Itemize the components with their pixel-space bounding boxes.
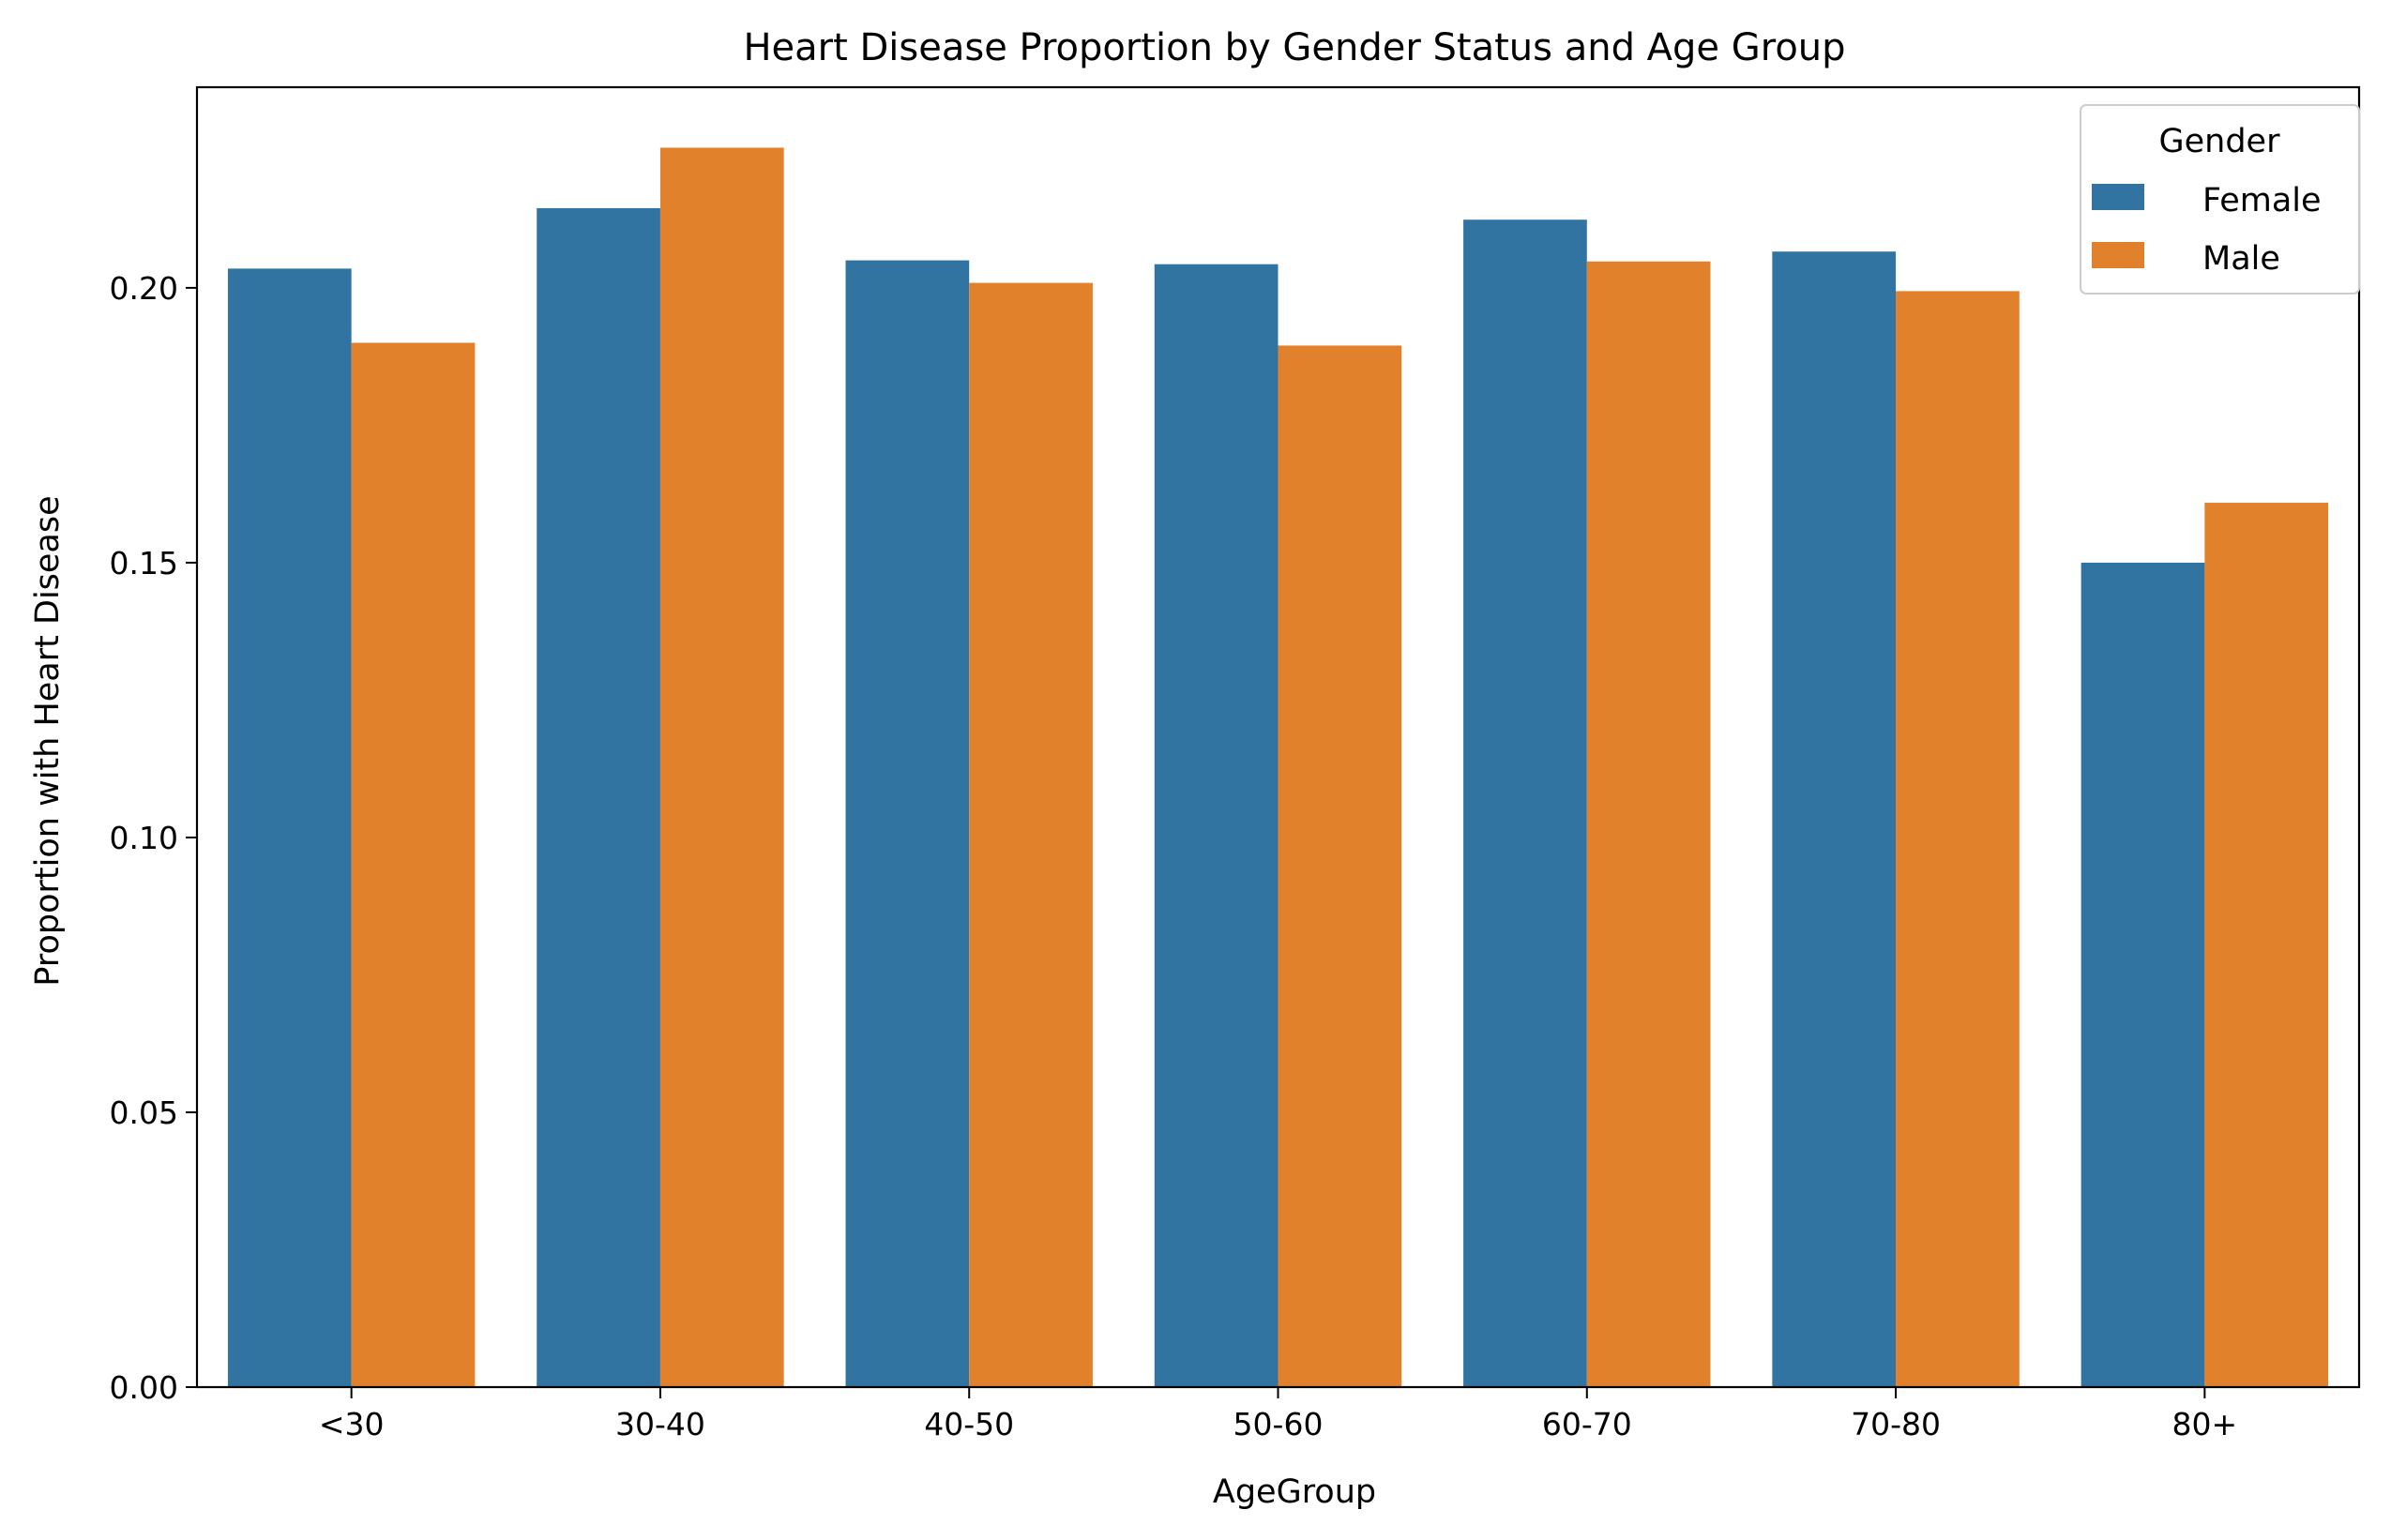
x-tick-label: 80+ xyxy=(2172,1406,2238,1442)
legend: Gender Female Male xyxy=(2080,104,2360,294)
y-tick-label: 0.05 xyxy=(110,1095,178,1131)
bar-female-<30 xyxy=(227,268,352,1387)
x-tick-label: 60-70 xyxy=(1542,1406,1632,1442)
bar-female-30-40 xyxy=(537,207,660,1388)
legend-label-male: Male xyxy=(2202,240,2280,278)
bar-male-40-50 xyxy=(969,282,1093,1387)
bar-female-40-50 xyxy=(845,260,970,1388)
bars-group xyxy=(227,147,2329,1388)
x-axis-label: AgeGroup xyxy=(1213,1473,1376,1511)
bar-female-50-60 xyxy=(1154,264,1279,1387)
y-axis-ticks: 0.00 0.05 0.10 0.15 0.20 xyxy=(110,270,197,1406)
chart-title: Heart Disease Proportion by Gender Statu… xyxy=(743,26,1845,69)
bar-male-60-70 xyxy=(1586,261,1711,1387)
x-tick-label: 50-60 xyxy=(1233,1406,1324,1442)
plot-frame xyxy=(195,85,2361,1389)
bar-male-70-80 xyxy=(1896,291,2020,1388)
y-tick-label: 0.15 xyxy=(110,545,178,581)
x-tick-label: <30 xyxy=(319,1406,385,1442)
bar-male-30-40 xyxy=(659,147,784,1388)
y-tick-label: 0.20 xyxy=(110,270,178,307)
bar-male-<30 xyxy=(351,342,476,1388)
x-tick-label: 30-40 xyxy=(615,1406,705,1442)
x-tick-label: 40-50 xyxy=(924,1406,1014,1442)
x-axis-ticks: <30 30-40 40-50 50-60 60-70 70-80 80+ xyxy=(319,1387,2237,1442)
legend-swatch-female xyxy=(2092,184,2144,210)
y-tick-label: 0.10 xyxy=(110,820,178,856)
legend-title: Gender xyxy=(2159,123,2281,160)
bar-female-80+ xyxy=(2081,562,2205,1387)
bar-female-60-70 xyxy=(1463,219,1587,1388)
bar-male-80+ xyxy=(2204,503,2329,1387)
legend-swatch-male xyxy=(2092,242,2144,268)
y-tick-label: 0.00 xyxy=(110,1369,178,1406)
x-tick-label: 70-80 xyxy=(1851,1406,1941,1442)
legend-box xyxy=(2080,104,2360,294)
bar-female-70-80 xyxy=(1772,251,1897,1387)
bar-male-50-60 xyxy=(1278,345,1402,1387)
y-axis-label: Proportion with Heart Disease xyxy=(29,495,67,986)
legend-label-female: Female xyxy=(2202,182,2322,219)
